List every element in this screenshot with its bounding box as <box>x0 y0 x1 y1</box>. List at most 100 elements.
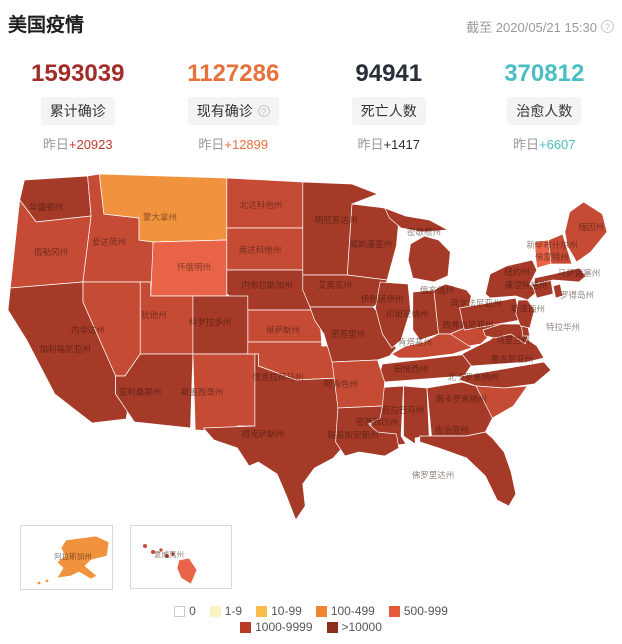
state-label: 新罕布什尔州 <box>526 240 577 250</box>
stat-delta: 昨日+12899 <box>156 134 312 153</box>
state-label: 罗得岛州 <box>560 290 594 300</box>
legend-label: >10000 <box>341 620 382 634</box>
legend-swatch <box>174 605 186 617</box>
state-AL[interactable] <box>403 385 430 445</box>
legend-label: 500-999 <box>403 604 448 618</box>
stat-delta: 昨日+20923 <box>0 134 156 153</box>
aleutian-island <box>37 581 41 585</box>
state-label: 俄亥俄州 <box>420 285 454 295</box>
state-label: 印第安纳州 <box>386 309 429 319</box>
state-label: 田纳西州 <box>394 364 428 374</box>
state-MI[interactable] <box>384 207 449 233</box>
legend-item-500-999: 500-999 <box>388 604 448 618</box>
header-help-icon[interactable]: ? <box>601 20 614 33</box>
state-label: 北卡罗来纳州 <box>447 372 498 382</box>
legend-label: 10-99 <box>271 604 302 618</box>
state-label: 康涅狄格州 <box>505 280 548 290</box>
state-label: 新泽西州 <box>511 304 545 314</box>
legend-label: 0 <box>189 604 196 618</box>
state-TX[interactable] <box>203 353 341 521</box>
state-label: 爱达荷州 <box>92 237 126 247</box>
stat-label-pill: 现有确诊? <box>187 97 279 125</box>
state-NY[interactable] <box>485 259 538 301</box>
state-MI[interactable] <box>407 235 451 283</box>
state-HI[interactable] <box>176 557 198 585</box>
hawaii-inset: 夏威夷州 <box>130 525 232 589</box>
stat-label: 死亡人数 <box>360 103 417 119</box>
state-label: 阿肯色州 <box>324 379 358 389</box>
page-title: 美国疫情 <box>8 15 85 36</box>
legend-row: 0 1-9 10-99 100-499 500-999 <box>174 604 448 618</box>
state-label: 特拉华州 <box>546 322 580 332</box>
legend-label: 100-499 <box>330 604 375 618</box>
state-label: 艾奥瓦州 <box>318 280 352 290</box>
legend-label: 1-9 <box>224 604 243 618</box>
stat-delta-prefix: 昨日 <box>198 137 225 152</box>
stat-delta-value: +6607 <box>539 137 576 152</box>
state-label: 新墨西哥州 <box>181 387 224 397</box>
stat-label-pill: 治愈人数 <box>507 97 582 125</box>
legend-swatch <box>315 605 327 617</box>
aleutian-island <box>45 579 49 583</box>
state-label: 密西西比州 <box>356 417 399 427</box>
alaska-inset: 阿拉斯加州 <box>20 525 113 590</box>
hawaii-island[interactable] <box>159 548 163 552</box>
stat-label: 治愈人数 <box>516 103 573 119</box>
legend-item-1000-9999: 1000-9999 <box>240 620 313 634</box>
hawaii-island[interactable] <box>171 552 175 556</box>
state-MA[interactable] <box>534 267 587 285</box>
state-label: 亚利桑那州 <box>119 387 162 397</box>
stat-value: 1593039 <box>31 60 125 87</box>
state-FL[interactable] <box>419 431 517 507</box>
alaska-map: 阿拉斯加州 <box>37 535 110 585</box>
state-NC[interactable] <box>459 361 552 389</box>
state-label: 密苏里州 <box>331 329 365 339</box>
state-label: 怀俄明州 <box>177 262 211 272</box>
stat-delta: 昨日+1417 <box>311 134 467 153</box>
state-label: 马里兰州 <box>496 335 530 345</box>
state-label: 马萨诸塞州 <box>558 268 601 278</box>
stat-card-current-confirmed: 1127286 现有确诊? 昨日+12899 <box>156 52 312 153</box>
hawaii-map: 夏威夷州 <box>143 544 198 585</box>
hawaii-island[interactable] <box>143 544 147 548</box>
state-label: 内布拉斯加州 <box>241 280 292 290</box>
hawaii-island[interactable] <box>165 554 169 558</box>
state-ME[interactable] <box>564 201 608 263</box>
state-label: 缅因州 <box>578 222 604 232</box>
stat-label: 累计确诊 <box>49 103 106 119</box>
state-label: 弗吉尼亚州 <box>491 354 534 364</box>
state-label: 佛罗里达州 <box>412 470 455 480</box>
state-label: 南卡罗来纳州 <box>435 394 486 404</box>
as-of-timestamp: 截至 2020/05/21 15:30 ? <box>466 17 614 36</box>
state-label: 威斯康星州 <box>350 239 393 249</box>
state-MD[interactable] <box>482 323 531 345</box>
stat-delta-value: +20923 <box>68 137 113 152</box>
hawaii-island[interactable] <box>151 550 155 554</box>
state-label: 蒙大拿州 <box>143 212 177 222</box>
state-RI[interactable] <box>552 283 563 299</box>
state-AK[interactable] <box>56 535 110 580</box>
stat-delta-prefix: 昨日 <box>42 137 69 152</box>
state-IL[interactable] <box>375 281 411 349</box>
state-label: 南达科他州 <box>239 245 282 255</box>
state-NH[interactable] <box>548 233 573 265</box>
legend-item-1-9: 1-9 <box>209 604 243 618</box>
stat-help-icon[interactable]: ? <box>257 105 270 117</box>
state-label: 纽约州 <box>504 267 530 277</box>
map-legend: 0 1-9 10-99 100-499 500-999 1000-9999 >10000 <box>0 604 622 634</box>
legend-swatch <box>256 605 268 617</box>
state-label: 北达科他州 <box>240 200 283 210</box>
state-label: 密歇根州 <box>407 227 441 237</box>
legend-item-10-99: 10-99 <box>256 604 302 618</box>
state-IN[interactable] <box>412 289 439 341</box>
stats-row: 1593039 累计确诊 昨日+20923 1127286 现有确诊? 昨日+12899 9… <box>0 52 622 153</box>
state-AZ[interactable] <box>115 353 194 429</box>
state-label: 佛蒙特州 <box>535 252 569 262</box>
state-LA[interactable] <box>335 405 400 457</box>
stat-delta-prefix: 昨日 <box>512 137 539 152</box>
state-label: 西弗吉尼亚州 <box>442 320 493 330</box>
stat-card-deaths: 94941 死亡人数 昨日+1417 <box>311 52 467 153</box>
stat-delta-value: +1417 <box>383 137 421 152</box>
us-map-container: 华盛顿州 俄勒冈州 爱达荷州 蒙大拿州 怀俄明州 北达科他州 南达科他州 内布拉斯加州 堪萨斯州… <box>7 170 614 521</box>
legend-label: 1000-9999 <box>255 620 313 634</box>
